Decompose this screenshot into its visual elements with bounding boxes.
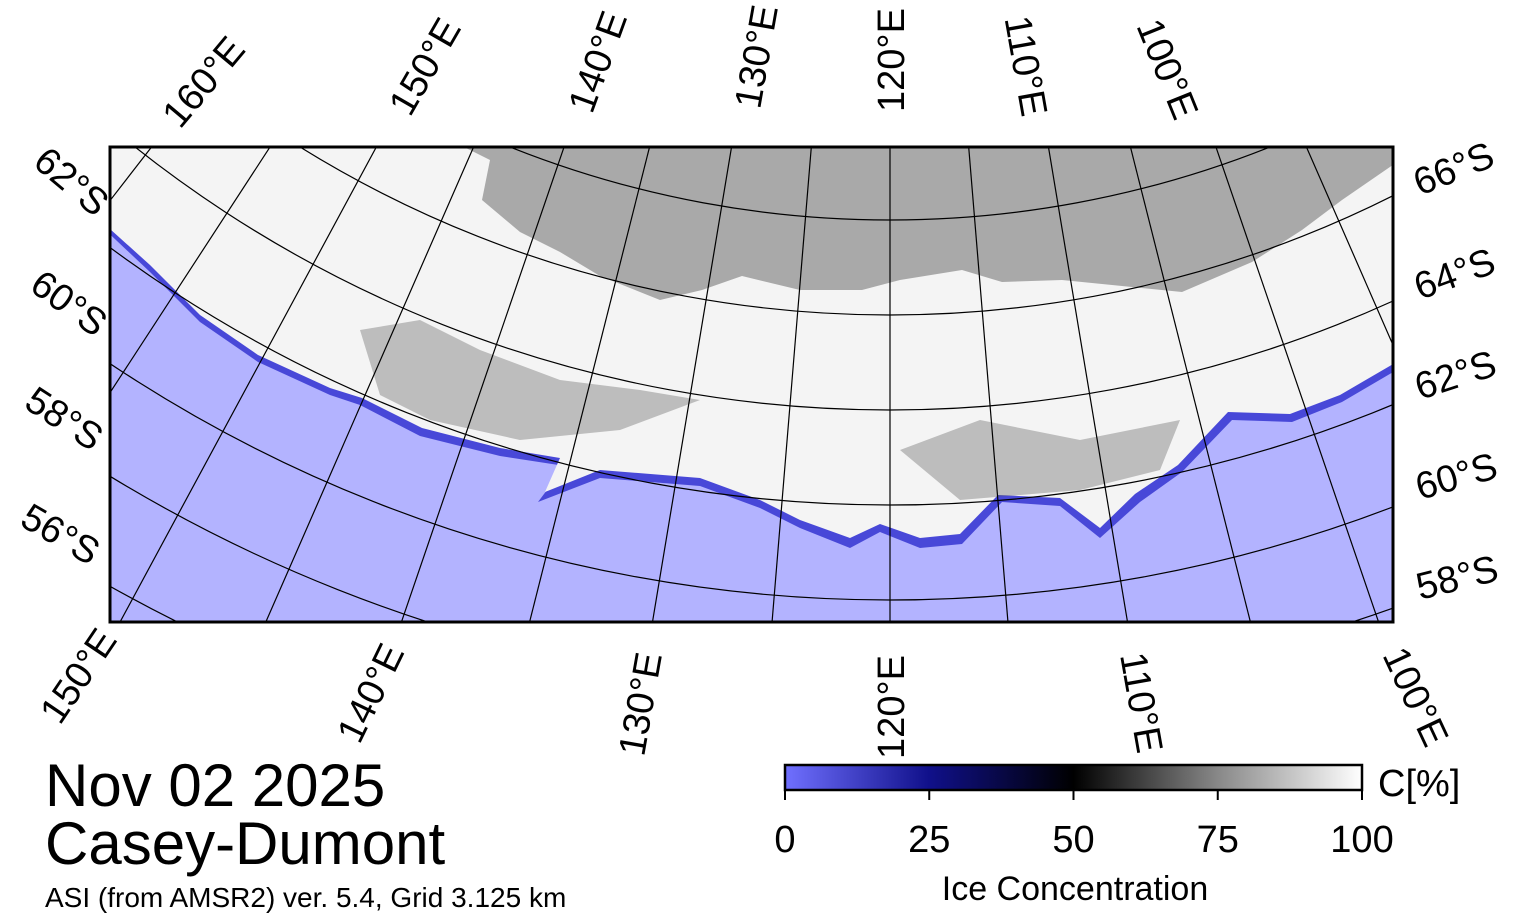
tick-label: 25 — [908, 819, 950, 861]
tick-label: 50 — [1052, 819, 1094, 861]
lat-label: 60°S — [23, 263, 115, 346]
meridian — [651, 147, 733, 622]
lon-label: 110°E — [996, 13, 1055, 120]
lat-label: 62°S — [26, 139, 116, 224]
lon-label: 120°E — [871, 655, 913, 759]
lon-label: 100°E — [1374, 641, 1456, 753]
tick-label: 100 — [1330, 819, 1393, 861]
lat-label: 66°S — [1408, 134, 1501, 204]
left-labels: 62°S 60°S 58°S 56°S — [14, 139, 116, 573]
map-area — [110, 147, 1393, 622]
lon-label: 140°E — [330, 638, 413, 750]
colorbar-unit: C[%] — [1378, 763, 1460, 805]
lon-label: 150°E — [381, 11, 469, 122]
region: Casey-Dumont — [45, 810, 445, 877]
lat-label: 58°S — [1412, 548, 1503, 609]
lon-label: 110°E — [1111, 649, 1170, 756]
lon-label: 130°E — [728, 2, 787, 112]
lon-label: 150°E — [33, 622, 126, 732]
colorbar: C[%] Ice Concentration 0 25 50 75 100 — [774, 763, 1460, 908]
right-labels: 66°S 64°S 62°S 60°S 58°S — [1408, 134, 1503, 608]
source: ASI (from AMSR2) ver. 5.4, Grid 3.125 km — [45, 882, 566, 913]
meridian — [265, 147, 475, 622]
tick-label: 75 — [1197, 819, 1239, 861]
lat-label: 56°S — [14, 496, 107, 574]
lon-label: 130°E — [611, 649, 670, 759]
lon-label: 100°E — [1128, 13, 1206, 125]
lat-label: 62°S — [1410, 343, 1502, 409]
meridian — [1129, 147, 1252, 622]
colorbar-label: Ice Concentration — [942, 870, 1209, 908]
lon-label: 140°E — [561, 6, 636, 118]
graticule — [110, 147, 1393, 622]
lat-label: 60°S — [1411, 445, 1502, 508]
meridian — [968, 147, 1009, 622]
lat-label: 58°S — [18, 379, 110, 459]
meridian — [771, 147, 812, 622]
map-frame — [108, 145, 1395, 624]
meridian — [528, 147, 651, 622]
meridian — [400, 147, 565, 622]
colorbar-bar — [783, 763, 1364, 792]
lon-label: 120°E — [871, 8, 913, 112]
top-labels: 160°E 150°E 140°E 130°E 120°E 110°E 100°… — [155, 2, 1206, 136]
lon-label: 160°E — [155, 29, 254, 136]
ice-texture — [360, 320, 1180, 500]
tick-label: 0 — [774, 819, 795, 861]
land — [464, 147, 1393, 300]
meridian — [1047, 147, 1129, 622]
meridian — [110, 147, 271, 394]
date: Nov 02 2025 — [45, 752, 385, 819]
bottom-labels: 150°E 140°E 130°E 120°E 110°E 100°E — [33, 622, 1456, 759]
lat-label: 64°S — [1409, 241, 1501, 309]
meridian — [1215, 147, 1380, 622]
meridian — [119, 147, 378, 622]
